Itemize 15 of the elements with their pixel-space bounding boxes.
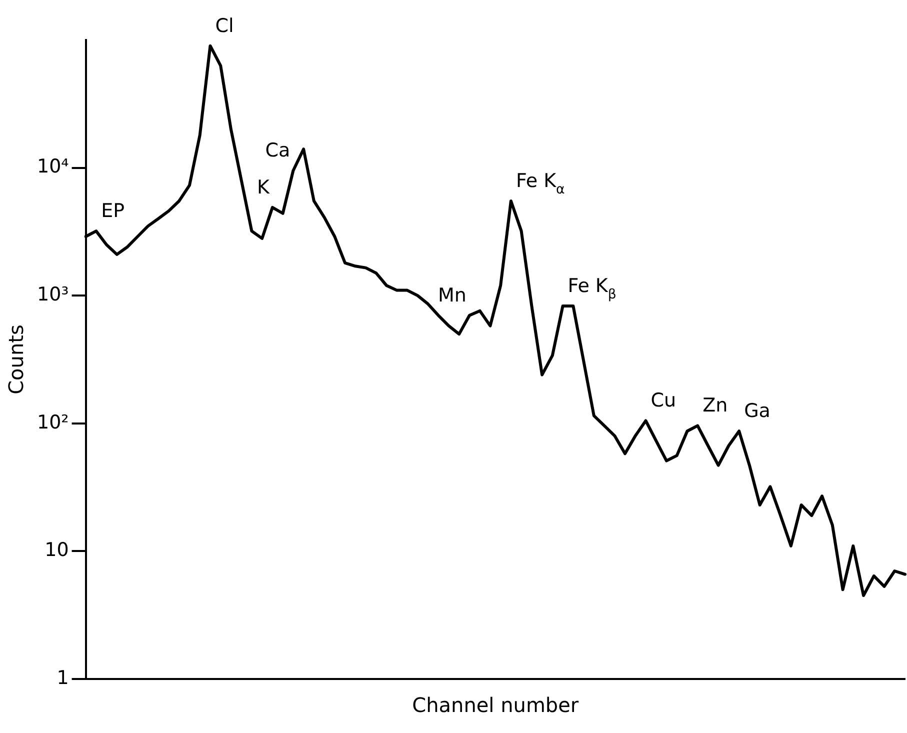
data-label: Ga xyxy=(744,400,770,422)
y-tick-label: 1 xyxy=(56,666,69,689)
data-label: Cl xyxy=(215,14,234,37)
x-axis-title: Channel number xyxy=(412,693,580,718)
data-label: Ca xyxy=(265,140,290,162)
y-tick-label: 10 xyxy=(44,539,69,562)
data-label: Mn xyxy=(438,284,466,306)
data-label: Cu xyxy=(650,390,676,412)
y-axis-title: Counts xyxy=(4,324,28,394)
data-label: K xyxy=(256,176,270,198)
y-tick-label: 10² xyxy=(36,411,69,434)
y-tick-label: 10⁴ xyxy=(36,156,70,178)
y-tick-label: 10³ xyxy=(36,284,69,306)
data-label: EP xyxy=(101,200,125,222)
data-label: Zn xyxy=(702,394,728,417)
